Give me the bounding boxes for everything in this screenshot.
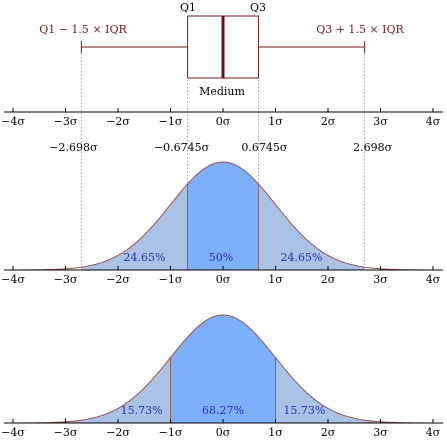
axis-tick-label: 3σ bbox=[373, 273, 388, 286]
axis-bottom: −4σ −3σ −2σ −1σ 0σ 1σ 2σ 3σ 4σ bbox=[1, 419, 443, 439]
upper-whisker-label: Q3 + 1.5 × IQR bbox=[316, 23, 404, 36]
axis-tick-label: 0σ bbox=[216, 115, 231, 128]
ref-label-2698: 2.698σ bbox=[353, 141, 392, 154]
region-right-tail bbox=[275, 357, 433, 423]
region-center-50 bbox=[187, 162, 259, 270]
region-label-right: 24.65% bbox=[281, 251, 323, 264]
ref-label-minus-2698: −2.698σ bbox=[49, 141, 98, 154]
ref-label-minus-06745: −0.6745σ bbox=[154, 141, 210, 154]
axis-tick-label: 2σ bbox=[321, 426, 336, 439]
boxplot: Q1 Q3 Q1 − 1.5 × IQR Q3 + 1.5 × IQR Medi… bbox=[39, 1, 404, 98]
axis-tick-label: −3σ bbox=[54, 426, 78, 439]
axis-tick-label: −1σ bbox=[159, 115, 183, 128]
axis-tick-label: 4σ bbox=[426, 273, 441, 286]
axis-middle: −4σ −3σ −2σ −1σ 0σ 1σ 2σ 3σ 4σ bbox=[1, 266, 443, 286]
axis-tick-label: −1σ bbox=[159, 273, 183, 286]
axis-tick-label: −3σ bbox=[54, 273, 78, 286]
reference-labels: −2.698σ −0.6745σ 0.6745σ 2.698σ bbox=[49, 141, 392, 154]
median-label: Medium bbox=[199, 85, 245, 98]
axis-tick-label: 3σ bbox=[373, 115, 388, 128]
distribution-sigma: 15.73% 68.27% 15.73% bbox=[13, 314, 433, 424]
distribution-iqr: 24.65% 50% 24.65% bbox=[13, 161, 433, 271]
region-label-center: 68.27% bbox=[202, 404, 244, 417]
region-right-tail bbox=[258, 183, 365, 270]
q3-label: Q3 bbox=[250, 1, 266, 14]
axis-top: −4σ −3σ −2σ −1σ 0σ 1σ 2σ 3σ 4σ bbox=[1, 108, 443, 128]
region-label-center: 50% bbox=[209, 251, 233, 264]
q1-label: Q1 bbox=[180, 1, 196, 14]
axis-tick-label: −2σ bbox=[106, 426, 130, 439]
axis-tick-label: −4σ bbox=[1, 426, 25, 439]
axis-tick-label: 4σ bbox=[426, 115, 441, 128]
axis-tick-label: −4σ bbox=[1, 115, 25, 128]
axis-tick-label: 2σ bbox=[321, 115, 336, 128]
region-label-right: 15.73% bbox=[283, 404, 325, 417]
axis-tick-label: −2σ bbox=[106, 273, 130, 286]
region-left-tail bbox=[81, 183, 188, 270]
axis-tick-label: 4σ bbox=[426, 426, 441, 439]
region-center-6827 bbox=[170, 315, 276, 423]
axis-tick-label: 2σ bbox=[321, 273, 336, 286]
axis-tick-label: −2σ bbox=[106, 115, 130, 128]
axis-tick-label: −4σ bbox=[1, 273, 25, 286]
curve-outline bbox=[13, 161, 433, 271]
region-left-tail bbox=[13, 357, 171, 423]
lower-whisker-label: Q1 − 1.5 × IQR bbox=[39, 23, 127, 36]
axis-tick-label: 0σ bbox=[216, 273, 231, 286]
axis-tick-label: 1σ bbox=[268, 115, 283, 128]
axis-tick-label: −3σ bbox=[54, 115, 78, 128]
axis-tick-label: −1σ bbox=[159, 426, 183, 439]
axis-tick-label: 1σ bbox=[268, 426, 283, 439]
ref-label-06745: 0.6745σ bbox=[241, 141, 287, 154]
axis-tick-label: 0σ bbox=[216, 426, 231, 439]
curve-outline bbox=[13, 314, 433, 424]
region-label-left: 15.73% bbox=[121, 404, 163, 417]
axis-tick-label: 1σ bbox=[268, 273, 283, 286]
axis-tick-label: 3σ bbox=[373, 426, 388, 439]
region-label-left: 24.65% bbox=[123, 251, 165, 264]
